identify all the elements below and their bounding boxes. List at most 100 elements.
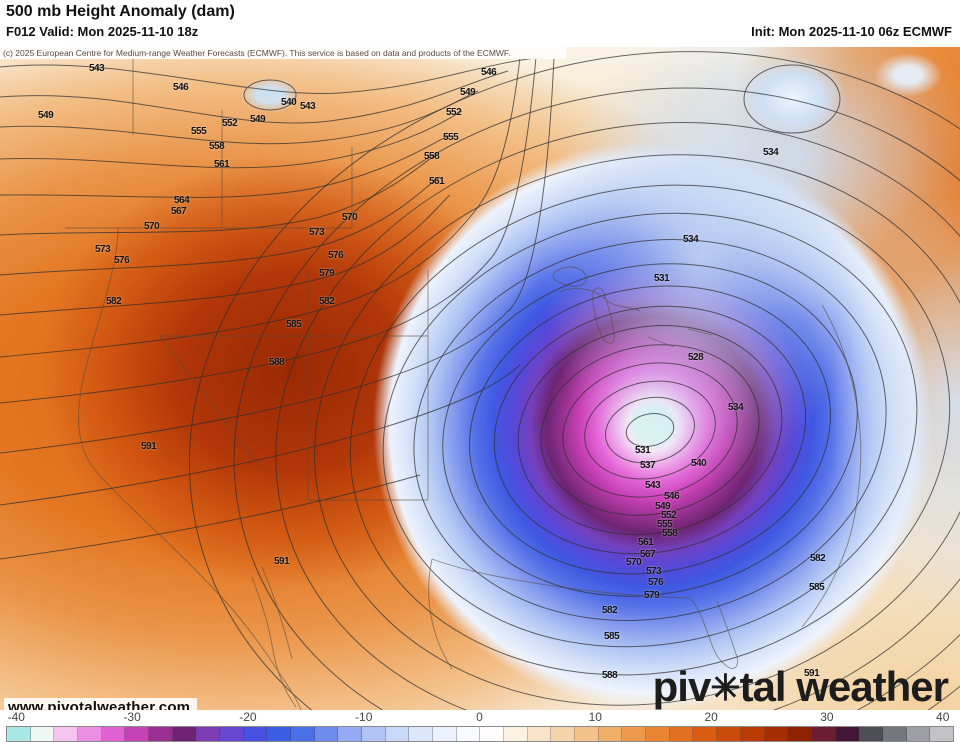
colorbar-tick-label: 0 — [476, 710, 483, 724]
colorbar-tick-label: -40 — [7, 710, 25, 724]
contour-value-label: 531 — [654, 273, 670, 284]
colorbar-segment — [504, 727, 528, 741]
contour-value-label: 552 — [446, 107, 462, 118]
west-contour-lines — [0, 56, 841, 560]
contour-value-label: 549 — [250, 114, 266, 125]
colorbar-segment — [125, 727, 150, 741]
contour-value-label: 591 — [141, 441, 157, 452]
contour-value-label: 591 — [804, 668, 820, 679]
colorbar-segment — [433, 727, 457, 741]
colorbar-segment — [196, 727, 221, 741]
colorbar-ticks: -40 -30 -20 -10 0 10 20 30 40 — [0, 710, 960, 725]
contour-value-label: 543 — [89, 63, 105, 74]
colorbar-segment — [149, 727, 173, 741]
logo-text-piv: piv — [652, 663, 712, 710]
contour-value-label: 552 — [222, 118, 238, 129]
contour-value-label: 582 — [106, 296, 122, 307]
map-title: 500 mb Height Anomaly (dam) — [6, 3, 235, 20]
colorbar-segment — [930, 727, 953, 741]
watermark-url: www.pivotalweather.com — [4, 698, 198, 710]
colorbar-tick-label: -30 — [123, 710, 141, 724]
contour-value-label: 534 — [728, 402, 744, 413]
colorbar-segment — [54, 727, 79, 741]
contour-value-label: 555 — [657, 519, 673, 530]
colorbar-segment — [172, 727, 197, 741]
colorbar-segment — [764, 727, 789, 741]
contour-value-label: 570 — [342, 212, 358, 223]
contour-value-label: 588 — [269, 357, 285, 368]
colorbar-segment — [338, 727, 363, 741]
map-header: 500 mb Height Anomaly (dam) F012 Valid: … — [0, 0, 960, 47]
contour-value-label: 552 — [661, 510, 677, 521]
logo-text-tal-weather: tal weather — [739, 663, 949, 710]
geo-borders — [65, 52, 862, 710]
colorbar-segment — [788, 727, 812, 741]
contour-value-label: 576 — [114, 255, 130, 266]
contour-value-label: 558 — [209, 141, 225, 152]
contour-value-label: 543 — [300, 101, 316, 112]
valid-time-label: F012 Valid: Mon 2025-11-10 18z — [6, 24, 199, 39]
contour-value-label: 585 — [286, 319, 302, 330]
colorbar-tick-label: 10 — [588, 710, 602, 724]
colorbar-segment — [669, 727, 694, 741]
contour-value-label: 582 — [602, 605, 618, 616]
colorbar-segment — [882, 727, 907, 741]
contour-value-label: 567 — [640, 549, 656, 560]
contour-value-label: 546 — [173, 82, 189, 93]
colorbar-segment — [693, 727, 718, 741]
low-contour-rings — [189, 51, 960, 710]
contour-value-label: 585 — [604, 631, 620, 642]
colorbar-segment — [480, 727, 505, 741]
contour-value-label: 534 — [683, 234, 699, 245]
colorbar-segment — [622, 727, 647, 741]
colorbar-tick-label: 30 — [820, 710, 834, 724]
contour-value-label: 576 — [648, 577, 664, 588]
map-canvas: 543 546 549 549 552 555 540 543 558 561 564 567 570 5… — [0, 47, 960, 711]
contour-value-label: 579 — [319, 268, 335, 279]
contour-value-label: 582 — [810, 553, 826, 564]
colorbar-segment — [740, 727, 765, 741]
colorbar-segment — [835, 727, 860, 741]
contour-value-label: 546 — [664, 491, 680, 502]
contour-value-label: 582 — [319, 296, 335, 307]
colorbar-segment — [551, 727, 576, 741]
copyright-notice: (c) 2025 European Centre for Medium-rang… — [0, 47, 566, 59]
contour-value-label: 579 — [644, 590, 660, 601]
colorbar-segment — [78, 727, 102, 741]
contour-value-label: 567 — [171, 206, 187, 217]
contour-value-label: 573 — [309, 227, 325, 238]
colorbar-tick-label: 40 — [936, 710, 950, 724]
pivotalweather-logo: piv✳tal weather — [652, 663, 949, 710]
contour-value-label: 573 — [95, 244, 111, 255]
colorbar-segment — [7, 727, 31, 741]
colorbar-segment — [575, 727, 599, 741]
contour-value-label: 585 — [809, 582, 825, 593]
contour-value-label: 576 — [328, 250, 344, 261]
colorbar-tick-label: -10 — [355, 710, 373, 724]
colorbar-segment — [409, 727, 434, 741]
colorbar-segment — [30, 727, 55, 741]
contour-value-label: 534 — [763, 147, 779, 158]
colorbar-segment — [385, 727, 410, 741]
colorbar-segment — [267, 727, 292, 741]
colorbar-segment — [291, 727, 315, 741]
colorbar-segment — [811, 727, 836, 741]
contour-value-label: 561 — [429, 176, 445, 187]
contour-value-label: 570 — [626, 557, 642, 568]
init-time-label: Init: Mon 2025-11-10 06z ECMWF — [751, 24, 952, 39]
colorbar-segment — [598, 727, 623, 741]
contour-value-label: 588 — [602, 670, 618, 681]
contour-value-label: 558 — [424, 151, 440, 162]
colorbar-segment — [362, 727, 386, 741]
contour-value-label: 591 — [274, 556, 290, 567]
contour-value-label: 561 — [214, 159, 230, 170]
contour-value-label: 528 — [688, 352, 704, 363]
colorbar-segment — [220, 727, 244, 741]
contour-value-label: 531 — [635, 445, 651, 456]
contour-value-label: 561 — [638, 537, 654, 548]
colorbar-legend: -40 -30 -20 -10 0 10 20 30 40 — [0, 710, 960, 742]
colorbar-segment — [101, 727, 126, 741]
contour-value-label: 555 — [191, 126, 207, 137]
colorbar — [6, 726, 954, 742]
